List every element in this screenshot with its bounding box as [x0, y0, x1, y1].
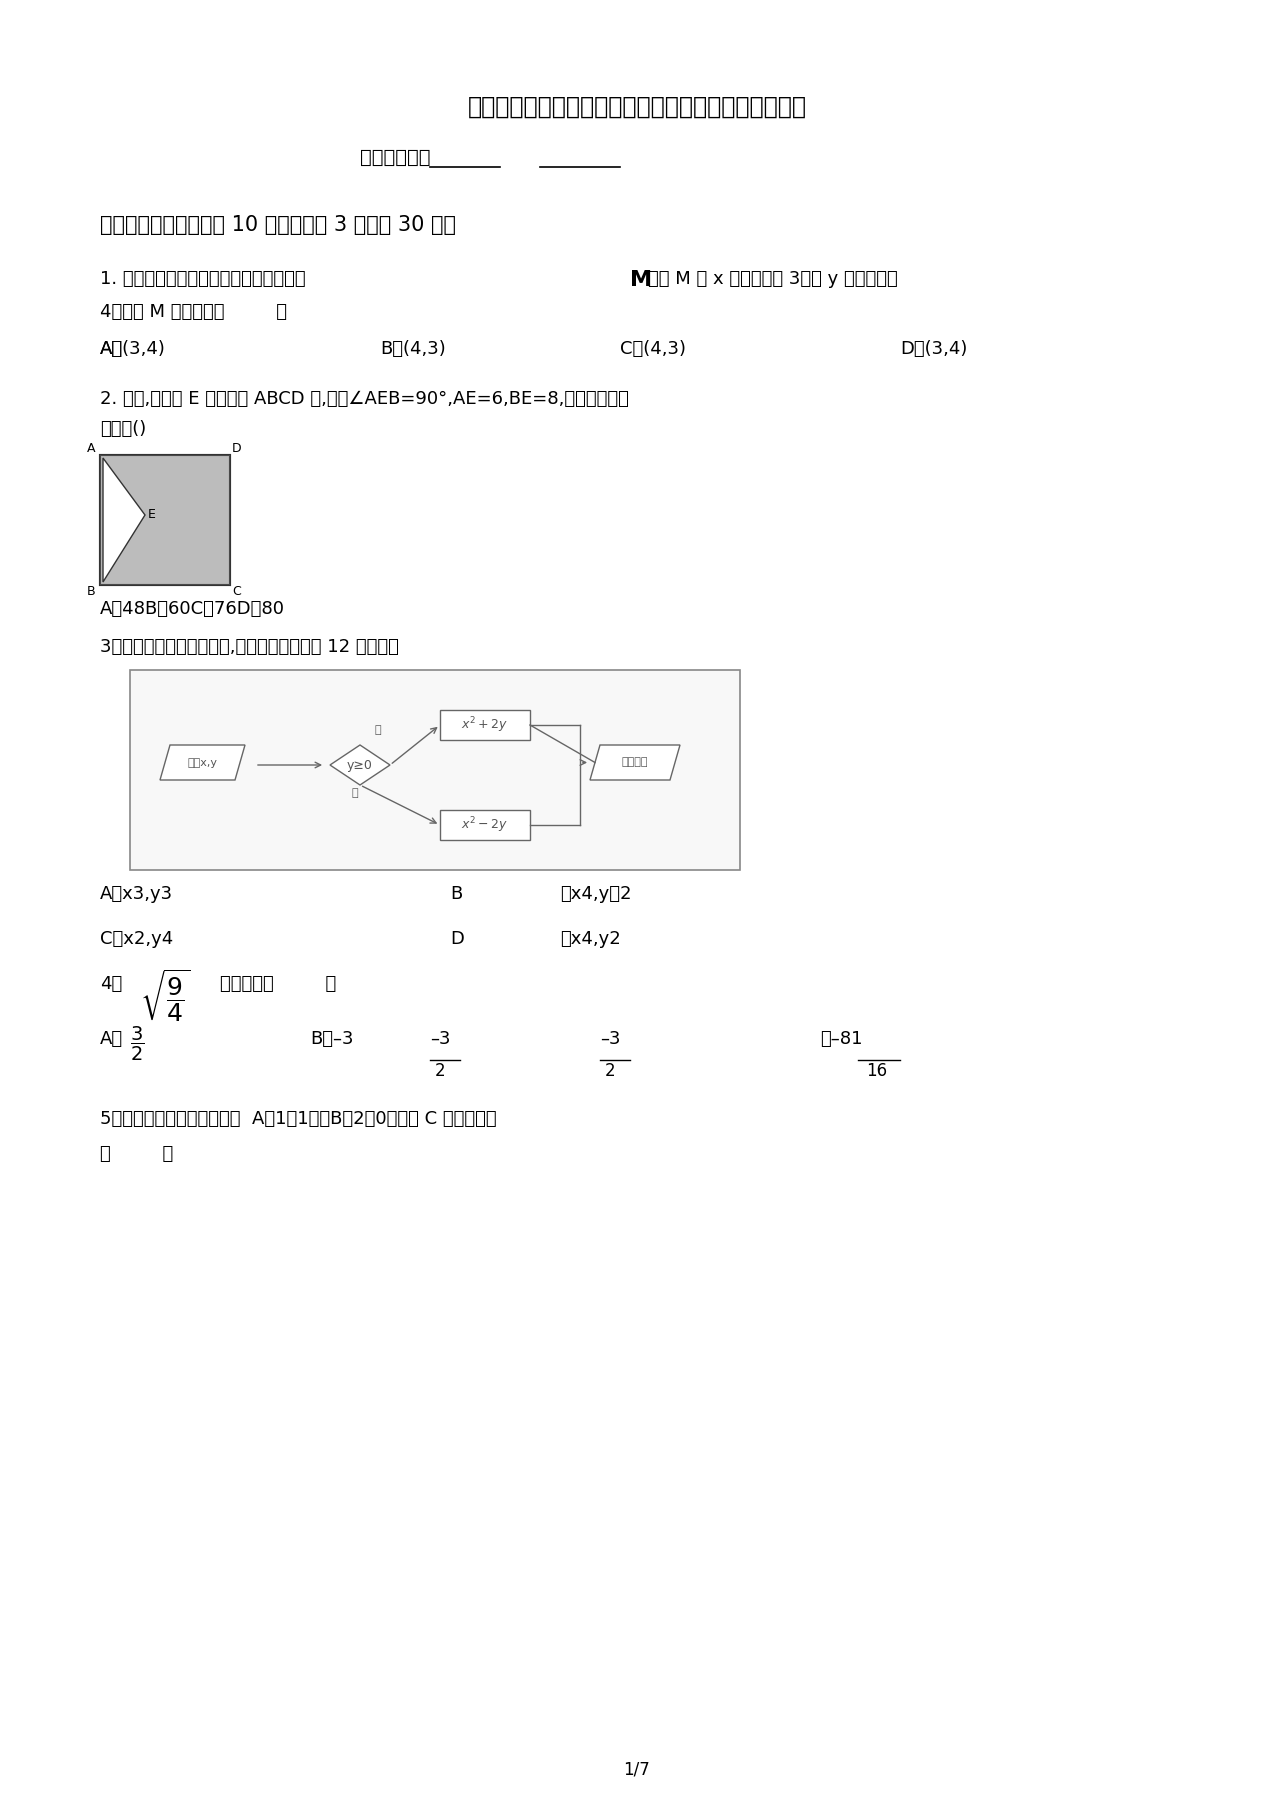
Text: 5．如图在正方形网格中，若  A（1，1），B（2，0），则 C 点的坐标为: 5．如图在正方形网格中，若 A（1，1），B（2，0），则 C 点的坐标为: [99, 1109, 497, 1128]
Text: –3: –3: [600, 1030, 620, 1048]
Text: 否: 否: [352, 788, 358, 797]
Text: B: B: [450, 886, 462, 904]
Text: 是: 是: [375, 725, 382, 734]
Text: 2: 2: [434, 1063, 446, 1081]
Text: D．(3,4): D．(3,4): [899, 339, 967, 357]
Text: D: D: [232, 442, 242, 455]
Text: 班级：姓名：: 班级：姓名：: [361, 148, 431, 168]
Text: 的值等于（         ）: 的值等于（ ）: [220, 974, 336, 992]
Polygon shape: [590, 745, 680, 779]
Text: 4．: 4．: [99, 974, 122, 992]
Bar: [440, 810, 530, 841]
Bar: [99, 455, 231, 584]
Text: 3．按如下列图的运算程序,能使输出的结果为 12 的是（）: 3．按如下列图的运算程序,能使输出的结果为 12 的是（）: [99, 639, 399, 657]
Text: $x^2-2y$: $x^2-2y$: [461, 815, 508, 835]
Text: A．x3,y3: A．x3,y3: [99, 886, 173, 904]
Text: 输出结果: 输出结果: [622, 758, 648, 767]
Text: 最新苏教版七年级数学上册期末考试卷及答案【新版】: 最新苏教版七年级数学上册期末考试卷及答案【新版】: [468, 96, 806, 119]
Text: A: A: [87, 442, 96, 455]
Text: $\sqrt{\dfrac{9}{4}}$: $\sqrt{\dfrac{9}{4}}$: [140, 969, 190, 1025]
Text: 2. 如图,已知点 E 在正方形 ABCD 内,知足∠AEB=90°,AE=6,BE=8,则暗影部分的: 2. 如图,已知点 E 在正方形 ABCD 内,知足∠AEB=90°,AE=6,…: [99, 390, 629, 408]
Text: 16: 16: [866, 1063, 887, 1081]
Text: 一、选择题（本大题共 10 小题，每题 3 分，共 30 分）: 一、选择题（本大题共 10 小题，每题 3 分，共 30 分）: [99, 215, 456, 235]
Text: B．(4,3): B．(4,3): [380, 339, 446, 357]
Text: $\dfrac{3}{2}$: $\dfrac{3}{2}$: [130, 1025, 144, 1063]
Text: C: C: [232, 584, 241, 597]
Text: –3: –3: [431, 1030, 451, 1048]
Text: （         ）: （ ）: [99, 1146, 173, 1164]
Text: C．x2,y4: C．x2,y4: [99, 931, 173, 947]
Text: A．(3,4): A．(3,4): [99, 339, 166, 357]
Text: D: D: [450, 931, 464, 947]
Text: A．: A．: [99, 1030, 124, 1048]
Polygon shape: [161, 745, 245, 779]
Text: A．: A．: [99, 339, 124, 357]
Text: 2: 2: [605, 1063, 615, 1081]
Text: 输入x,y: 输入x,y: [187, 758, 218, 767]
Text: 1/7: 1/7: [624, 1761, 650, 1779]
Text: B: B: [87, 584, 96, 597]
Text: A．48B．60C．76D．80: A．48B．60C．76D．80: [99, 601, 285, 619]
Text: $x^2+2y$: $x^2+2y$: [461, 714, 508, 734]
Text: M: M: [631, 271, 652, 290]
Text: ，点 M 到 x 轴的距离为 3，到 y 轴的距离为: ，点 M 到 x 轴的距离为 3，到 y 轴的距离为: [648, 271, 898, 289]
Text: 4，则点 M 的坐标是（         ）: 4，则点 M 的坐标是（ ）: [99, 303, 287, 321]
Bar: [130, 669, 740, 870]
Text: ．–81: ．–81: [820, 1030, 862, 1048]
Polygon shape: [103, 458, 145, 583]
Text: B．–3: B．–3: [310, 1030, 353, 1048]
Text: 1. 在平面直角坐标系的第二象限内有一点: 1. 在平面直角坐标系的第二象限内有一点: [99, 271, 306, 289]
Text: E: E: [148, 509, 155, 521]
Text: C．(4,3): C．(4,3): [620, 339, 685, 357]
Polygon shape: [99, 455, 231, 584]
Text: ．x4,y2: ．x4,y2: [561, 931, 620, 947]
Bar: [440, 711, 530, 740]
Text: y≥0: y≥0: [347, 758, 373, 772]
Text: ．x4,y　2: ．x4,y 2: [561, 886, 632, 904]
Polygon shape: [330, 745, 390, 785]
Text: 面积是(): 面积是(): [99, 420, 147, 438]
